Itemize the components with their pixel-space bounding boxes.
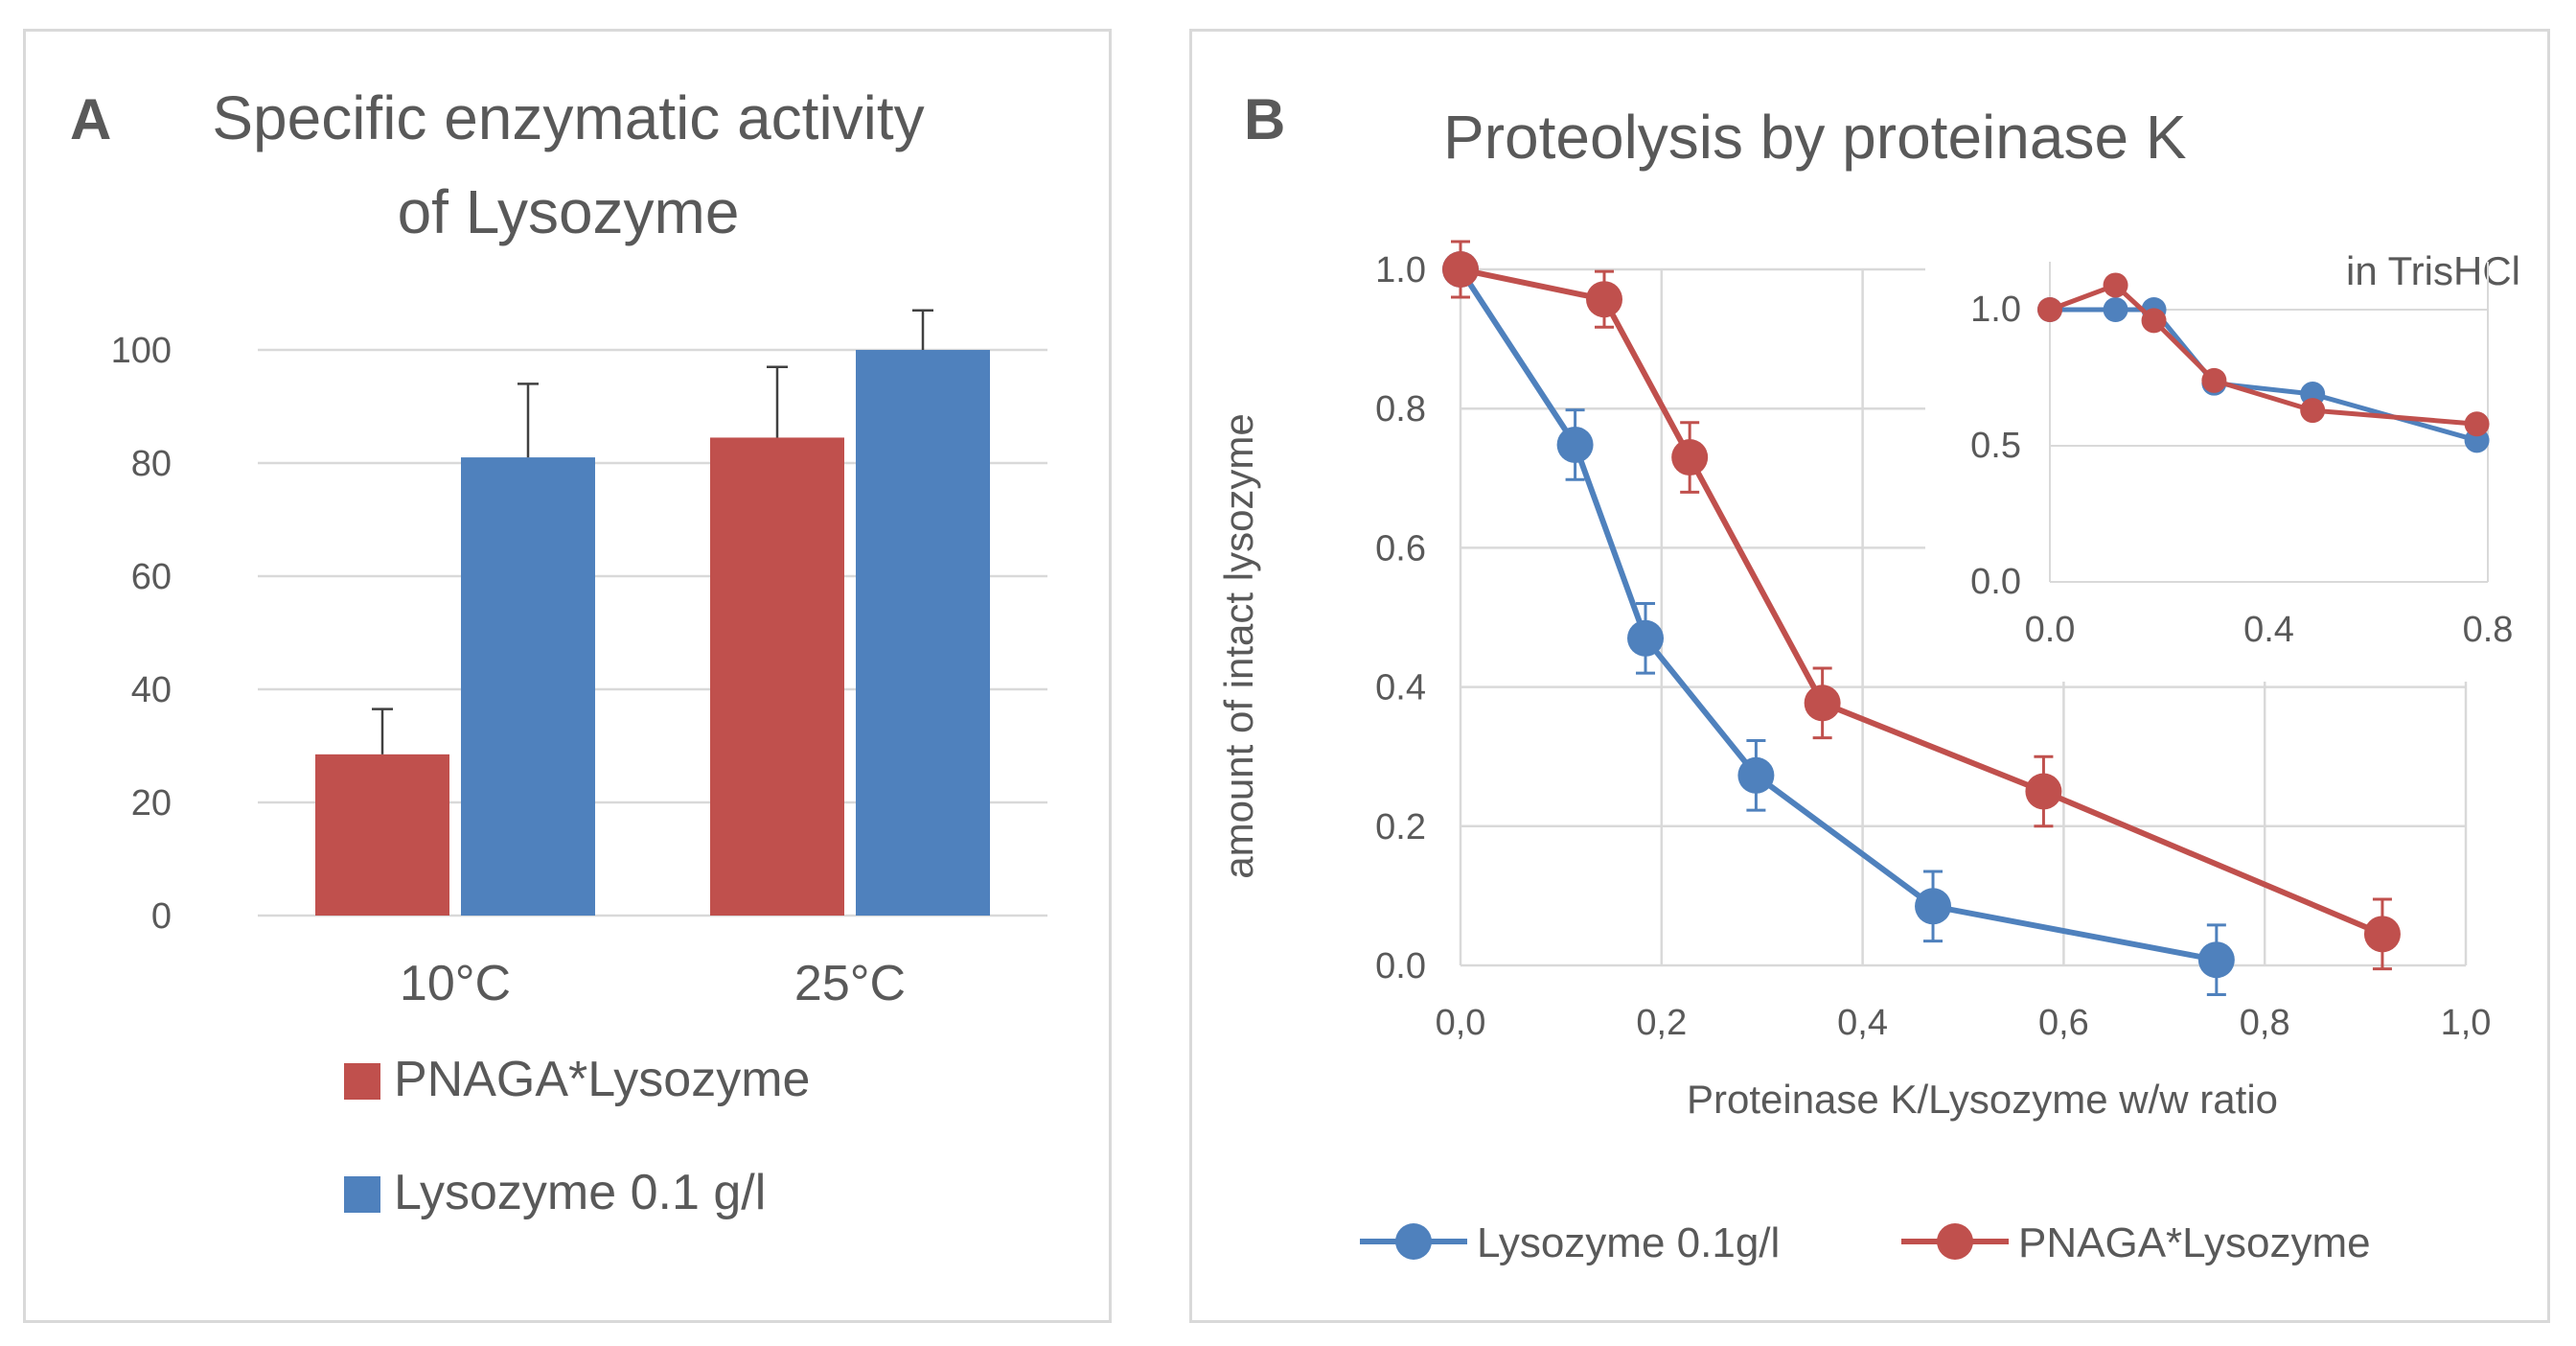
chart-title-line-1: Specific enzymatic activity: [212, 83, 924, 152]
data-point: [2363, 916, 2401, 953]
bar: [461, 457, 595, 916]
inset-title: in TrisHCl: [2346, 248, 2520, 293]
x-tick-label: 0,4: [1837, 1003, 1888, 1043]
inset-data-point: [2464, 411, 2490, 437]
y-tick-label: 0: [151, 896, 172, 937]
panel-b: B Proteolysis by proteinase K 0.0 0.2 0.4 0.6…: [1189, 29, 2550, 1323]
y-tick-label: 0.8: [1375, 389, 1426, 429]
inset-data-point: [2201, 367, 2227, 393]
inset-data-point: [2103, 297, 2128, 322]
chart-title-line-2: of Lysozyme: [398, 177, 740, 246]
data-point: [1804, 685, 1841, 722]
data-point: [1586, 281, 1623, 318]
x-tick-label: 0,8: [2240, 1003, 2290, 1043]
data-point: [1627, 619, 1665, 657]
data-point: [1737, 756, 1775, 794]
legend-swatch: [344, 1176, 380, 1213]
inset-x-tick-label: 0.0: [2025, 610, 2076, 650]
y-tick-label: 1.0: [1375, 250, 1426, 290]
y-axis-label: amount of intact lysozyme: [1216, 413, 1261, 879]
bar: [315, 754, 449, 916]
panel-a: A Specific enzymatic activity of Lysozyme 0…: [23, 29, 1112, 1323]
legend-marker: [1395, 1223, 1432, 1260]
inset-data-point: [2037, 297, 2062, 322]
data-point: [2197, 941, 2235, 979]
series-line: [1458, 267, 2218, 963]
legend-marker: [1937, 1223, 1973, 1260]
y-tick-label: 40: [131, 670, 172, 710]
data-point: [1671, 439, 1709, 476]
bar-chart-svg: A Specific enzymatic activity of Lysozyme 0…: [70, 83, 1047, 1220]
inset-y-tick-label: 0.0: [1970, 562, 2021, 602]
bar: [856, 350, 990, 916]
legend-label: Lysozyme 0.1 g/l: [394, 1165, 766, 1220]
y-tick-label: 60: [131, 557, 172, 597]
y-tick-label: 0.0: [1375, 946, 1426, 986]
inset-y-tick-label: 1.0: [1970, 290, 2021, 330]
x-tick-label: 0,0: [1436, 1003, 1486, 1043]
x-category-label: 25°C: [794, 956, 906, 1011]
data-point: [1915, 888, 1952, 925]
inset-y-tick-label: 0.5: [1970, 426, 2021, 466]
legend-label: Lysozyme 0.1g/l: [1477, 1219, 1780, 1266]
inset-data-point: [2141, 308, 2167, 334]
inset-background: [1925, 256, 2517, 682]
inset-data-point: [2103, 272, 2128, 298]
bar: [710, 437, 844, 916]
panel-label: B: [1244, 87, 1285, 151]
y-tick-label: 20: [131, 783, 172, 824]
legend-swatch: [344, 1063, 380, 1100]
data-point: [2025, 773, 2062, 810]
y-tick-label: 0.6: [1375, 528, 1426, 569]
x-tick-label: 0,6: [2038, 1003, 2089, 1043]
x-axis-label: Proteinase K/Lysozyme w/w ratio: [1687, 1077, 2278, 1122]
line-chart-svg: B Proteolysis by proteinase K 0.0 0.2 0.4 0.6…: [1216, 87, 2520, 1266]
data-point: [1556, 426, 1594, 463]
chart-title: Proteolysis by proteinase K: [1443, 103, 2187, 172]
panel-label: A: [70, 87, 111, 151]
legend-label: PNAGA*Lysozyme: [394, 1052, 810, 1107]
inset-x-tick-label: 0.4: [2243, 610, 2294, 650]
series-line: [1460, 267, 2384, 938]
y-tick-label: 100: [111, 331, 172, 371]
x-tick-label: 1,0: [2441, 1003, 2492, 1043]
x-category-label: 10°C: [400, 956, 511, 1011]
y-tick-label: 0.2: [1375, 807, 1426, 847]
legend-label: PNAGA*Lysozyme: [2018, 1219, 2371, 1266]
x-tick-label: 0,2: [1636, 1003, 1687, 1043]
inset-x-tick-label: 0.8: [2463, 610, 2514, 650]
y-tick-label: 80: [131, 444, 172, 484]
inset-data-point: [2300, 398, 2326, 424]
y-tick-label: 0.4: [1375, 668, 1426, 708]
data-point: [1442, 251, 1479, 288]
